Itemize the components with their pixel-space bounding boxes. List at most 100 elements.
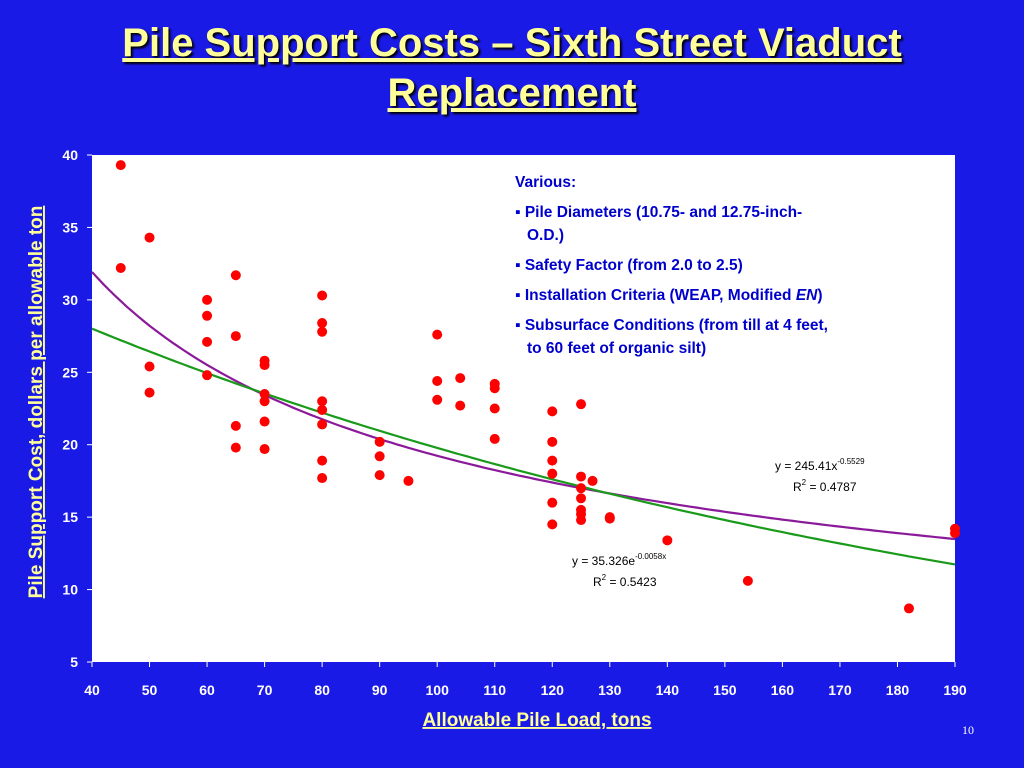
data-point [547,497,558,508]
data-point [259,416,270,427]
data-point [259,396,270,407]
y-tick-label: 15 [62,509,78,525]
x-tick-label: 180 [886,682,910,698]
data-point [547,455,558,466]
x-axis-label: Allowable Pile Load, tons [422,710,651,731]
note-bullet-installation: ▪ Installation Criteria (WEAP, Modified … [515,287,823,304]
data-point [144,361,155,372]
data-point [230,420,241,431]
note-heading: Various: [515,174,576,191]
x-tick-label: 80 [314,682,330,698]
x-tick-label: 60 [199,682,215,698]
plot-area [92,155,955,662]
data-point [742,575,753,586]
y-tick-label: 35 [62,219,78,235]
data-point [259,389,270,400]
data-point [202,310,213,321]
data-point [115,160,126,171]
data-point [317,473,328,484]
x-tick-label: 150 [713,682,737,698]
x-tick-label: 170 [828,682,852,698]
page-number: 10 [962,723,974,737]
data-point [576,483,587,494]
data-point [317,455,328,466]
slide-title-line-1: Pile Support Costs – Sixth Street Viaduc… [122,21,902,65]
data-point [374,470,385,481]
data-point [403,475,414,486]
note-bullet-safety-factor: ▪ Safety Factor (from 2.0 to 2.5) [515,257,743,274]
y-tick-label: 40 [62,147,78,163]
y-axis-label: Pile Support Cost, dollars per allowable… [26,206,47,599]
note-bullet-diameters: ▪ Pile Diameters (10.75- and 12.75-inch- [515,204,802,221]
data-point [576,399,587,410]
data-point [144,387,155,398]
data-point [230,331,241,342]
x-tick-label: 90 [372,682,388,698]
y-tick-label: 30 [62,292,78,308]
x-tick-label: 40 [84,682,100,698]
data-point [374,451,385,462]
data-point [547,436,558,447]
data-point [489,383,500,394]
x-tick-label: 70 [257,682,273,698]
power-trend-r2: R2 = 0.4787 [793,478,857,494]
trendlines [91,271,956,566]
y-tick-label: 5 [70,654,78,670]
data-point [432,329,443,340]
x-tick-label: 190 [943,682,967,698]
exponential-trendline [91,327,956,566]
data-point [432,375,443,386]
x-tick-label: 50 [142,682,158,698]
data-point [604,513,615,524]
axis-ticks: 40 50 60 70 80 90 100 110 120 130 140 150 160 170 180 1… [62,147,966,698]
data-point [259,444,270,455]
data-point [432,394,443,405]
data-points [115,160,960,614]
data-point [576,471,587,482]
data-point [576,515,587,526]
data-point [144,232,155,243]
data-point [259,360,270,371]
data-point [317,326,328,337]
data-point [374,436,385,447]
data-point [489,403,500,414]
exp-trend-equation: y = 35.326e-0.0058x [572,552,666,568]
x-tick-label: 130 [598,682,622,698]
data-point [317,419,328,430]
x-tick-label: 140 [656,682,680,698]
note-bullet-subsurface-cont: to 60 feet of organic silt) [527,340,706,357]
data-point [455,373,466,384]
data-point [115,262,126,273]
data-point [547,468,558,479]
x-tick-label: 110 [483,682,506,698]
data-point [317,404,328,415]
power-trendline [91,271,956,541]
data-point [950,528,960,539]
data-point [455,400,466,411]
x-tick-label: 160 [771,682,795,698]
y-tick-label: 20 [62,437,78,453]
x-tick-label: 120 [541,682,565,698]
data-point [547,519,558,530]
data-point [317,318,328,329]
exp-trend-r2: R2 = 0.5423 [593,573,657,589]
data-point [202,336,213,347]
y-tick-label: 25 [62,364,78,380]
slide-title: Pile Support Costs – Sixth Street Viaduc… [0,18,1024,118]
data-point [489,433,500,444]
data-point [903,603,914,614]
note-bullet-diameters-cont: O.D.) [527,227,564,244]
x-tick-label: 100 [426,682,450,698]
note-bullet-subsurface: ▪ Subsurface Conditions (from till at 4 … [515,317,828,334]
power-trend-equation: y = 245.41x-0.5529 [775,457,865,473]
data-point [202,370,213,381]
slide-title-line-2: Replacement [387,71,637,115]
data-point [230,442,241,453]
data-point [230,270,241,281]
data-point [547,406,558,417]
data-point [587,475,598,486]
y-tick-label: 10 [62,582,78,598]
data-point [202,294,213,305]
data-point [317,396,328,407]
